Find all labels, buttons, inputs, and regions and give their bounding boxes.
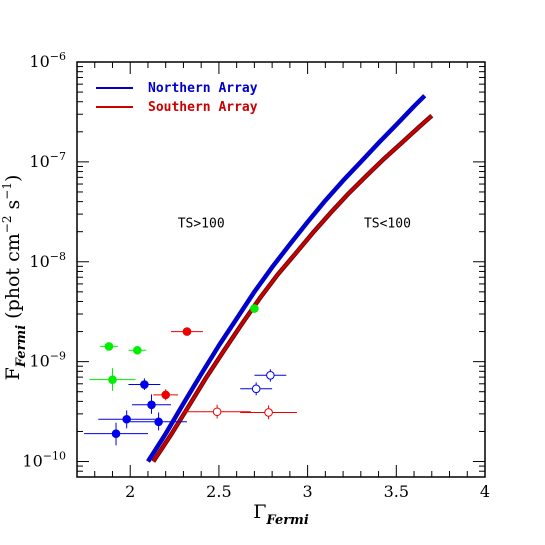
data-point-13 bbox=[183, 404, 251, 419]
annotation-1: TS<100 bbox=[364, 217, 411, 232]
curve-2 bbox=[152, 114, 433, 463]
y-tick-mantissa: 10 bbox=[22, 452, 42, 471]
y-tick-mantissa: 10 bbox=[29, 152, 49, 171]
data-point-7 bbox=[131, 394, 172, 414]
data-point-8 bbox=[98, 410, 156, 429]
y-tick-label: 10−6 bbox=[29, 50, 66, 71]
marker bbox=[122, 414, 131, 424]
y-axis-title: FFermi (phot cm−2 s−1) bbox=[0, 175, 29, 381]
marker bbox=[182, 327, 192, 336]
marker bbox=[264, 408, 273, 417]
data-point-9 bbox=[130, 412, 187, 431]
ticks-layer bbox=[76, 61, 486, 478]
data-point-14 bbox=[240, 405, 297, 420]
marker bbox=[161, 390, 170, 400]
data-point-2 bbox=[89, 368, 136, 391]
annotation-0: TS>100 bbox=[178, 217, 225, 232]
y-axis-title-main: F bbox=[2, 367, 24, 380]
marker bbox=[111, 429, 121, 438]
data-point-3 bbox=[250, 304, 259, 313]
y-tick-label: 10−9 bbox=[29, 350, 66, 371]
legend-label-1: Southern Array bbox=[148, 100, 258, 115]
x-tick-label: 3 bbox=[303, 482, 313, 501]
y-axis-title-units-close: ) bbox=[2, 175, 24, 182]
plot-frame bbox=[76, 61, 486, 478]
data-point-12 bbox=[240, 382, 273, 396]
annotations-layer: TS>100 TS<100 bbox=[178, 217, 411, 232]
y-tick-mantissa: 10 bbox=[29, 52, 49, 71]
marker bbox=[108, 375, 117, 384]
y-tick-mantissa: 10 bbox=[29, 352, 49, 371]
marker bbox=[154, 417, 163, 427]
data-point-5 bbox=[153, 389, 179, 401]
y-tick-exponent: −6 bbox=[50, 50, 66, 63]
data-point-6 bbox=[128, 378, 161, 391]
data-point-4 bbox=[171, 327, 203, 336]
x-tick-label: 4 bbox=[480, 482, 490, 501]
data-point-10 bbox=[84, 422, 148, 446]
y-tick-exponent: −9 bbox=[50, 350, 66, 363]
y-tick-label: 10−10 bbox=[22, 450, 66, 471]
legend: Northern Array Southern Array bbox=[96, 81, 258, 115]
y-axis-title-sub: Fermi bbox=[14, 325, 29, 368]
y-axis-title-mid: s bbox=[2, 200, 24, 216]
marker bbox=[104, 342, 114, 351]
x-axis-title-sub: Fermi bbox=[265, 513, 308, 528]
curve-0 bbox=[146, 94, 427, 463]
data-point-1 bbox=[128, 345, 147, 355]
data-point-0 bbox=[100, 342, 118, 351]
x-axis-title: ΓFermi bbox=[253, 501, 309, 528]
x-axis-title-main: Γ bbox=[253, 501, 266, 523]
y-axis-title-exp1: −2 bbox=[0, 216, 14, 234]
y-tick-label: 10−8 bbox=[29, 250, 66, 271]
legend-label-0: Northern Array bbox=[148, 81, 258, 96]
curves-layer bbox=[146, 94, 434, 463]
x-tick-label: 2.5 bbox=[206, 482, 231, 501]
marker bbox=[251, 384, 261, 394]
x-tick-label: 3.5 bbox=[384, 482, 409, 501]
marker bbox=[250, 304, 259, 313]
points-layer bbox=[84, 304, 297, 446]
x-tick-label: 2 bbox=[125, 482, 135, 501]
marker bbox=[133, 345, 142, 355]
marker bbox=[266, 370, 275, 380]
y-axis-title-units-open: (phot cm bbox=[2, 233, 24, 325]
data-point-11 bbox=[254, 369, 287, 382]
marker bbox=[147, 400, 156, 410]
y-tick-mantissa: 10 bbox=[29, 252, 49, 271]
y-tick-exponent: −7 bbox=[50, 150, 66, 163]
marker bbox=[212, 407, 222, 417]
y-tick-exponent: −8 bbox=[50, 250, 66, 263]
y-axis-title-exp2: −1 bbox=[0, 182, 14, 200]
marker bbox=[140, 380, 149, 389]
y-tick-label: 10−7 bbox=[29, 150, 66, 171]
y-tick-exponent: −10 bbox=[43, 450, 66, 463]
